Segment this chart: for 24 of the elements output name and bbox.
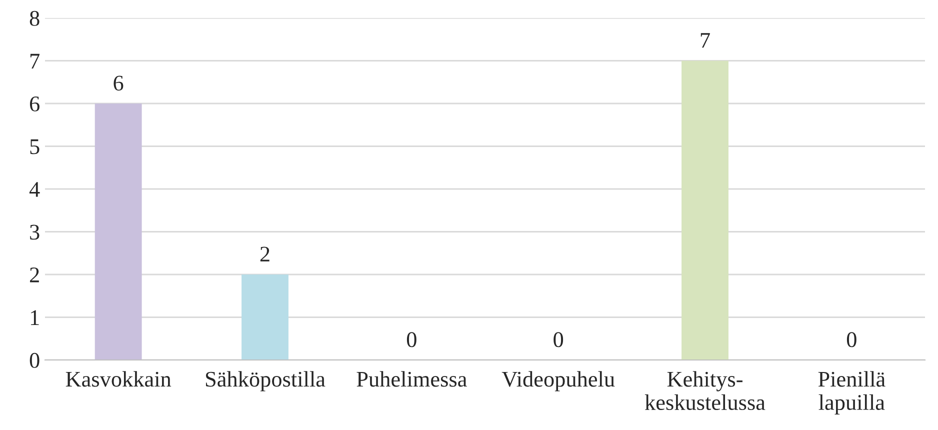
bar [94, 104, 142, 360]
y-tick-label: 4 [29, 182, 40, 197]
x-tick-label: Sähköpostilla [206, 371, 326, 392]
y-tick-label: 2 [30, 267, 39, 282]
x-tick-label: Kasvokkain [66, 371, 172, 387]
y-tick-label: 1 [30, 310, 39, 325]
y-tick-label: 7 [30, 54, 40, 68]
x-tick-label: Videopuhelu [502, 371, 615, 392]
y-tick-label: 3 [30, 224, 40, 240]
data-label: 0 [846, 332, 856, 348]
data-label: 7 [700, 33, 710, 48]
x-tick-label: Pienillä lapuilla [818, 371, 886, 414]
y-tick-label: 5 [30, 139, 40, 154]
y-tick-label: 6 [30, 96, 40, 112]
bar [682, 60, 728, 360]
x-tick-label: Puhelimessa [356, 371, 467, 387]
y-tick-label: 0 [30, 352, 40, 368]
data-label: 0 [554, 332, 564, 348]
data-label: 2 [260, 246, 270, 262]
x-tick-label: Kehitys- keskustelussa [644, 371, 766, 410]
bar [242, 274, 288, 360]
data-label: 0 [406, 332, 416, 348]
data-label: 6 [114, 76, 124, 91]
y-tick-label: 8 [30, 10, 40, 26]
